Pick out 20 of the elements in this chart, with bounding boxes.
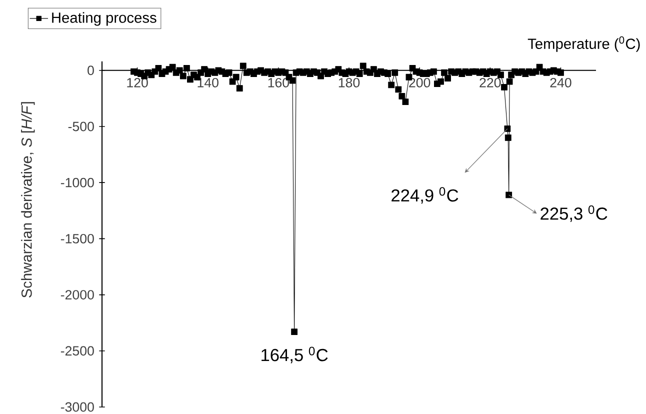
y-tick-label: -3000 [60, 402, 94, 412]
y-tick-label: -2000 [60, 290, 94, 300]
y-tick-label: -500 [68, 122, 94, 132]
y-tick-label: -1500 [60, 234, 94, 244]
x-tick-label: 160 [268, 78, 290, 88]
x-tick-label: 180 [338, 78, 360, 88]
legend-label: Heating process [52, 12, 156, 26]
x-tick-label: 200 [409, 78, 430, 88]
y-tick-label: 0 [88, 66, 94, 76]
x-axis-title: Temperature ($^{0}$C) [528, 36, 640, 52]
x-tick-label: 240 [550, 78, 572, 88]
x-tick-label: 140 [198, 78, 218, 88]
annotation: 164,5 $^{0}$C [262, 346, 328, 364]
y-tick-label: -1000 [60, 178, 94, 188]
x-tick-label: 220 [480, 78, 501, 88]
annotation: 224,9 $^{0}$C [392, 187, 458, 204]
x-tick-label: 120 [127, 78, 148, 88]
annotation: 225,3 $^{0}$C [540, 205, 608, 222]
y-axis-title: Schwarzian derivative, S [H/F] [21, 102, 35, 298]
y-tick-label: -2500 [60, 346, 94, 356]
